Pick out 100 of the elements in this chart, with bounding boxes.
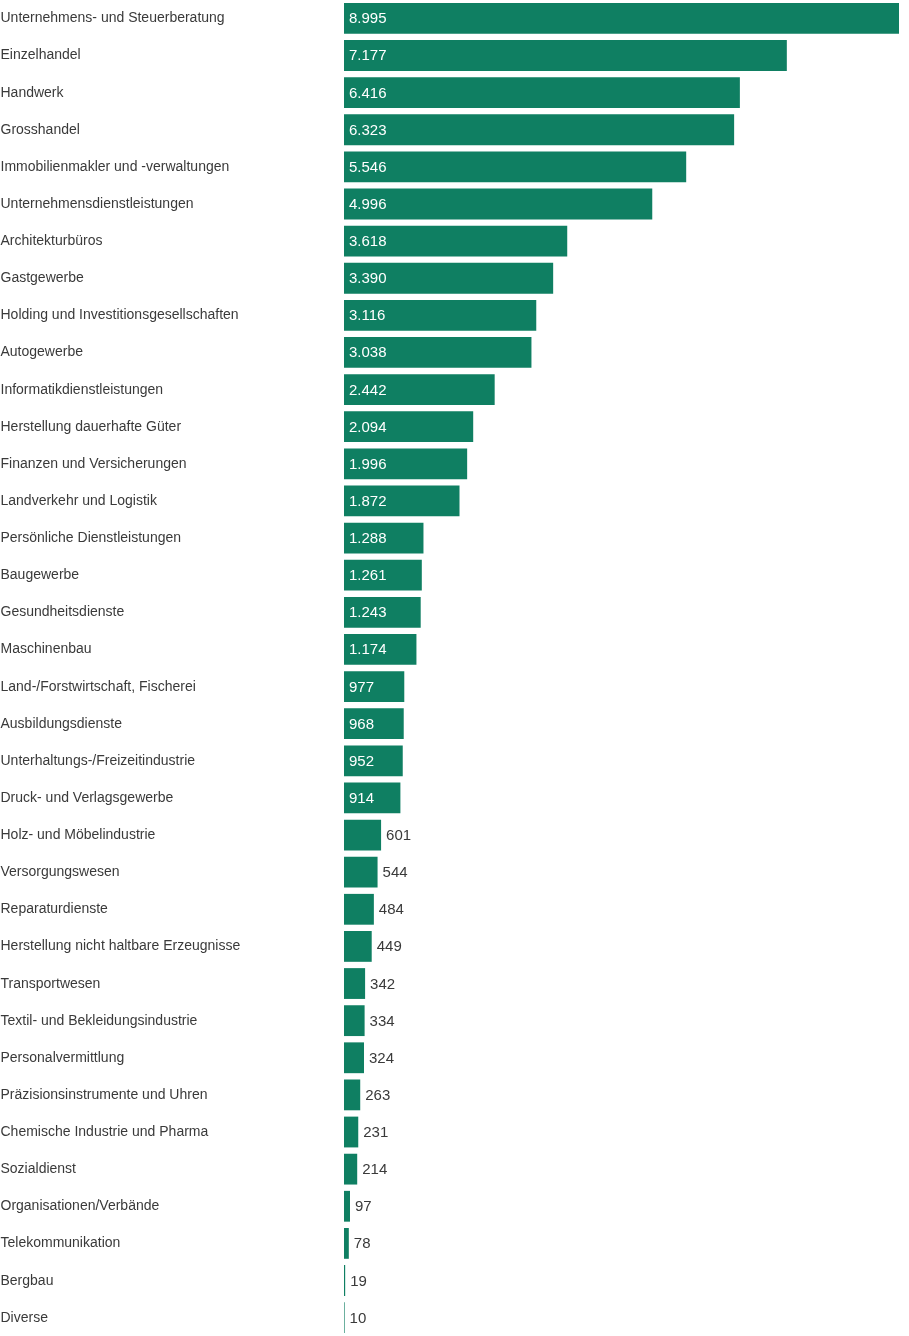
data-label: 1.261 [349,566,387,584]
y-tick-label: Versorgungswesen [0,863,120,880]
y-tick-label: Finanzen und Versicherungen [0,454,187,471]
data-label: 4.996 [349,194,387,212]
y-tick-label: Autogewerbe [0,343,84,360]
data-label: 7.177 [349,46,387,64]
bar [344,1005,365,1037]
bar [344,262,554,294]
bar [344,596,421,628]
y-tick-label: Organisationen/Verbände [0,1197,160,1214]
y-tick-label: Handwerk [0,83,65,100]
y-tick-label: Sozialdienst [0,1160,77,1177]
y-tick-label: Transportwesen [0,974,101,991]
y-tick-label: Persönliche Dienstleistungen [0,529,182,546]
bar [344,188,653,220]
bar [344,1079,361,1111]
data-label: 484 [378,900,404,918]
y-tick-label: Landverkehr und Logistik [0,491,158,508]
data-label: 6.416 [349,83,387,101]
y-tick-label: Architekturbüros [0,232,103,249]
y-tick-label: Land-/Forstwirtschaft, Fischerei [0,677,196,694]
y-tick-label: Textil- und Bekleidungsindustrie [0,1011,198,1028]
bar [344,634,417,665]
data-label: 19 [350,1271,367,1289]
bar [344,819,382,851]
data-label: 1.996 [349,454,387,472]
data-label: 78 [353,1234,371,1252]
data-label: 324 [368,1048,395,1066]
bar [344,151,687,183]
y-tick-label: Ausbildungsdienste [0,714,123,731]
bar [344,77,740,109]
bar [344,1227,349,1259]
y-tick-label: Informatikdienstleistungen [0,380,164,397]
bar [344,374,495,405]
y-tick-label: Maschinenbau [0,640,92,657]
bar [344,968,366,999]
bar [344,1042,364,1074]
bar [344,411,474,443]
data-label: 449 [376,937,402,955]
data-label: 214 [362,1160,388,1178]
y-tick-label: Diverse [0,1308,49,1325]
y-tick-label: Immobilienmakler und -verwaltungen [0,157,230,174]
bar [344,225,568,257]
data-label: 97 [354,1197,372,1215]
y-tick-label: Personalvermittlung [0,1048,125,1065]
data-label: 8.995 [349,9,387,27]
bar [344,931,372,962]
y-tick-label: Unternehmens- und Steuerberatung [0,9,225,26]
bar [344,2,899,34]
data-label: 342 [370,974,396,992]
data-label: 3.038 [349,343,387,361]
data-label: 3.390 [349,269,387,287]
data-label: 601 [386,826,412,844]
data-label: 977 [349,677,375,695]
data-label: 952 [349,751,375,769]
data-label: 968 [349,714,375,732]
data-label: 6.323 [349,120,387,138]
y-tick-label: Herstellung nicht haltbare Erzeugnisse [0,937,241,954]
data-label: 1.174 [349,640,387,658]
data-label: 914 [349,788,375,806]
y-tick-label: Gesundheitsdienste [0,603,125,620]
bar [344,485,460,517]
data-label: 3.618 [349,232,387,250]
bar [344,856,378,888]
y-tick-label: Baugewerbe [0,566,80,583]
data-label: 263 [365,1085,391,1103]
data-label: 544 [382,863,408,881]
bar [344,1116,359,1148]
data-label: 5.546 [349,157,387,175]
y-tick-label: Druck- und Verlagsgewerbe [0,788,174,805]
bar [344,448,468,480]
data-label: 231 [363,1123,389,1141]
bar [344,745,403,777]
data-label: 10 [349,1308,367,1326]
y-tick-label: Telekommunikation [0,1234,121,1251]
y-tick-label: Chemische Industrie und Pharma [0,1123,209,1140]
bar [344,299,537,331]
y-tick-label: Präzisionsinstrumente und Uhren [0,1085,208,1102]
bar [344,671,405,702]
y-tick-label: Einzelhandel [0,46,81,63]
bar [344,40,787,71]
y-tick-label: Reparaturdienste [0,900,109,917]
y-tick-label: Unternehmensdienstleistungen [0,194,194,211]
y-tick-label: Gastgewerbe [0,269,84,286]
data-label: 1.288 [349,529,387,547]
bar [344,708,404,740]
data-label: 2.094 [349,417,387,435]
data-label: 3.116 [349,306,386,324]
y-tick-label: Herstellung dauerhafte Güter [0,417,182,434]
y-tick-label: Bergbau [0,1271,54,1288]
y-tick-label: Grosshandel [0,120,80,137]
bar [344,337,532,368]
y-tick-label: Unterhaltungs-/Freizeitindustrie [0,751,196,768]
data-label: 1.872 [349,491,387,509]
bar [344,1153,358,1185]
data-label: 2.442 [349,380,387,398]
bar [344,114,735,146]
bar [344,893,374,925]
y-tick-label: Holz- und Möbelindustrie [0,826,156,843]
bar [344,559,422,591]
